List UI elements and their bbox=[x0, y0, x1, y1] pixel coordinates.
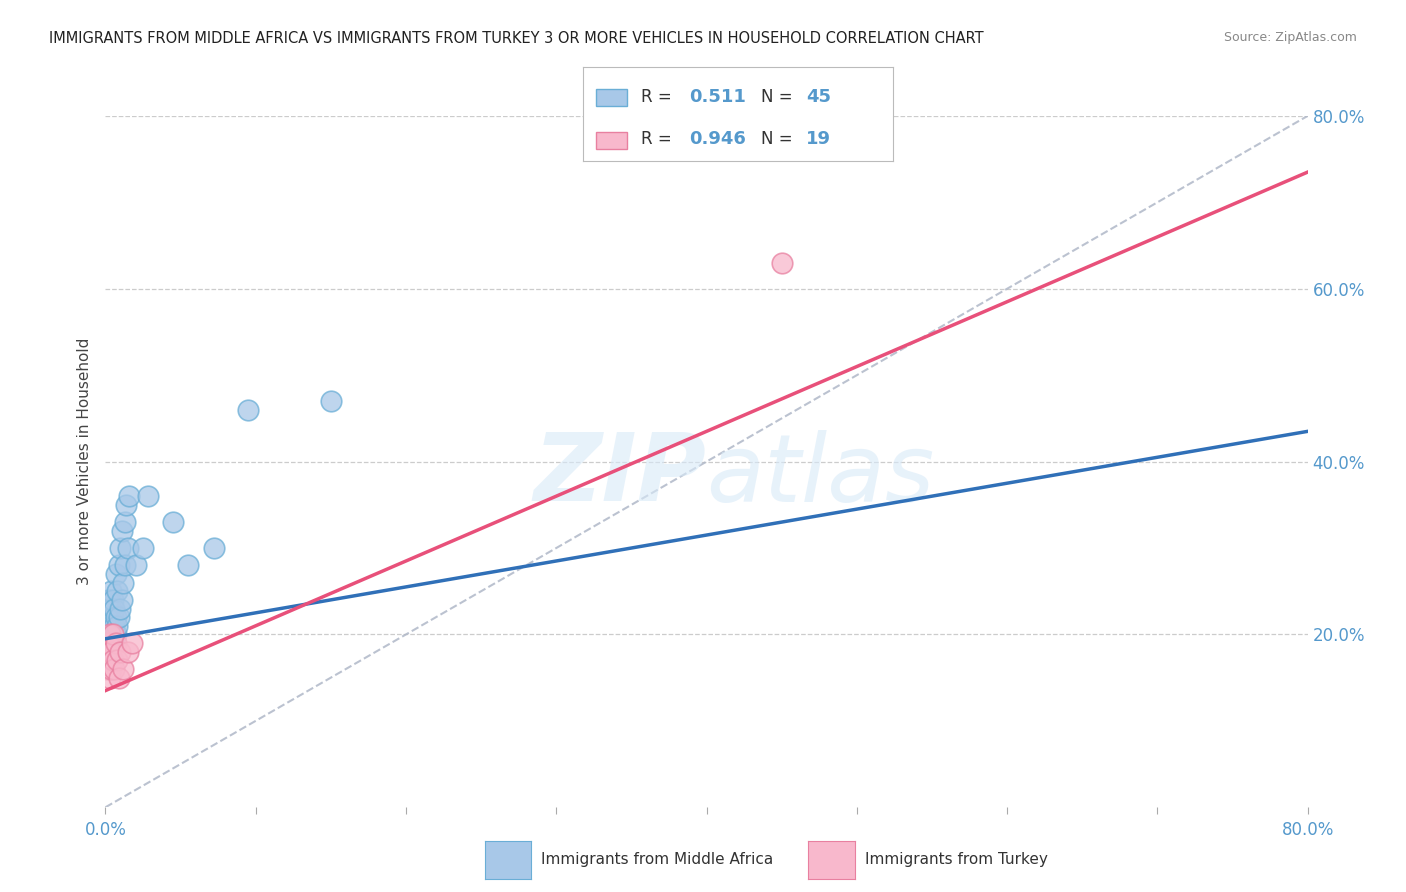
Text: Source: ZipAtlas.com: Source: ZipAtlas.com bbox=[1223, 31, 1357, 45]
Point bbox=[136, 489, 159, 503]
Point bbox=[96, 610, 118, 624]
Point bbox=[107, 584, 129, 599]
Point bbox=[101, 610, 124, 624]
Point bbox=[108, 671, 131, 685]
Point bbox=[98, 593, 121, 607]
Point bbox=[110, 601, 132, 615]
Point bbox=[103, 601, 125, 615]
Point bbox=[107, 619, 129, 633]
Text: N =: N = bbox=[762, 88, 799, 106]
Point bbox=[103, 636, 125, 650]
Text: Immigrants from Middle Africa: Immigrants from Middle Africa bbox=[541, 853, 773, 867]
Point bbox=[100, 645, 122, 659]
Point bbox=[111, 524, 134, 538]
Text: R =: R = bbox=[641, 88, 676, 106]
Point bbox=[112, 575, 135, 590]
Point bbox=[117, 645, 139, 659]
Point bbox=[98, 671, 121, 685]
Point bbox=[117, 541, 139, 555]
Point bbox=[100, 601, 122, 615]
Point bbox=[100, 619, 122, 633]
Text: R =: R = bbox=[641, 130, 676, 148]
Point bbox=[114, 558, 136, 573]
Point bbox=[101, 653, 124, 667]
Text: IMMIGRANTS FROM MIDDLE AFRICA VS IMMIGRANTS FROM TURKEY 3 OR MORE VEHICLES IN HO: IMMIGRANTS FROM MIDDLE AFRICA VS IMMIGRA… bbox=[49, 31, 984, 46]
Point bbox=[112, 662, 135, 676]
Point bbox=[97, 653, 120, 667]
Point bbox=[110, 645, 132, 659]
Point bbox=[101, 627, 124, 641]
Point bbox=[97, 610, 120, 624]
Point bbox=[100, 584, 122, 599]
Bar bbox=[596, 133, 627, 149]
Text: 0.511: 0.511 bbox=[689, 88, 745, 106]
Y-axis label: 3 or more Vehicles in Household: 3 or more Vehicles in Household bbox=[77, 338, 93, 585]
Point bbox=[124, 558, 146, 573]
Point bbox=[100, 662, 122, 676]
Text: 19: 19 bbox=[806, 130, 831, 148]
Point bbox=[101, 627, 124, 641]
Point bbox=[96, 636, 118, 650]
Text: 0.946: 0.946 bbox=[689, 130, 745, 148]
Point bbox=[177, 558, 200, 573]
Point bbox=[108, 610, 131, 624]
Point bbox=[319, 394, 342, 409]
Point bbox=[97, 593, 120, 607]
Text: Immigrants from Turkey: Immigrants from Turkey bbox=[865, 853, 1047, 867]
Point bbox=[98, 645, 121, 659]
Point bbox=[98, 627, 121, 641]
Point bbox=[103, 662, 125, 676]
Point bbox=[162, 515, 184, 529]
Point bbox=[97, 636, 120, 650]
Text: atlas: atlas bbox=[707, 430, 935, 521]
Point bbox=[107, 653, 129, 667]
Point bbox=[108, 558, 131, 573]
Point bbox=[98, 610, 121, 624]
Point bbox=[98, 627, 121, 641]
Point bbox=[238, 402, 260, 417]
Text: 45: 45 bbox=[806, 88, 831, 106]
Point bbox=[202, 541, 225, 555]
Point bbox=[96, 645, 118, 659]
Text: ZIP: ZIP bbox=[534, 429, 707, 522]
Point bbox=[96, 662, 118, 676]
Point bbox=[114, 515, 136, 529]
Point bbox=[104, 610, 127, 624]
Point bbox=[104, 636, 127, 650]
Point bbox=[115, 498, 138, 512]
Point bbox=[100, 636, 122, 650]
Point bbox=[103, 619, 125, 633]
Point bbox=[97, 627, 120, 641]
Bar bbox=[596, 89, 627, 106]
Point bbox=[104, 627, 127, 641]
Point bbox=[770, 256, 793, 270]
Point bbox=[101, 593, 124, 607]
Point bbox=[111, 593, 134, 607]
Point bbox=[121, 636, 143, 650]
Point bbox=[132, 541, 155, 555]
Point bbox=[96, 619, 118, 633]
Point bbox=[110, 541, 132, 555]
Text: N =: N = bbox=[762, 130, 799, 148]
Point bbox=[118, 489, 141, 503]
Point bbox=[104, 566, 127, 581]
